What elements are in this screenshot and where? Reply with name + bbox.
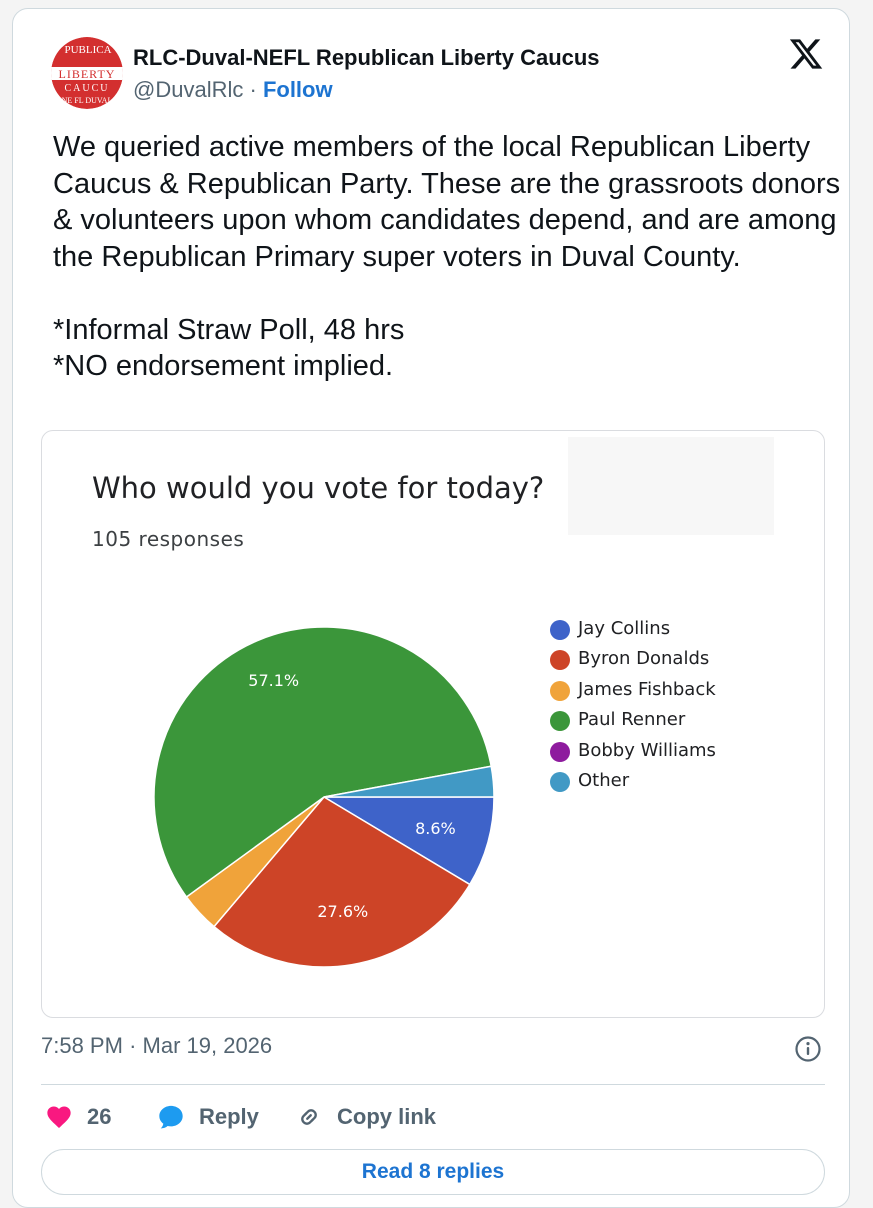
tweet-date: Mar 19, 2026	[143, 1033, 273, 1058]
legend-label: Paul Renner	[578, 709, 685, 730]
svg-text:CAUCU: CAUCU	[64, 83, 109, 94]
svg-text:NE FL DUVAL: NE FL DUVAL	[62, 96, 113, 105]
follow-button[interactable]: Follow	[263, 77, 333, 102]
pie-chart: 8.6% 27.6% 57.1%	[42, 431, 825, 1018]
copy-link-button[interactable]: Copy link	[295, 1097, 436, 1137]
legend-label: Bobby Williams	[578, 740, 716, 761]
svg-text:PUBLICA: PUBLICA	[64, 44, 111, 56]
read-replies-button[interactable]: Read 8 replies	[41, 1149, 825, 1195]
slice-label-byron-donalds: 27.6%	[317, 902, 368, 921]
tweet-text: We queried active members of the local R…	[53, 129, 843, 385]
author-handle[interactable]: @DuvalRlc	[133, 77, 243, 102]
like-button[interactable]: 26	[45, 1097, 111, 1137]
info-icon[interactable]	[794, 1035, 822, 1063]
slice-label-jay-collins: 8.6%	[415, 819, 456, 838]
svg-text:LIBERTY: LIBERTY	[59, 67, 116, 81]
legend-swatch	[550, 772, 570, 792]
action-bar: 26 Reply Copy link	[43, 1097, 823, 1137]
poll-chart: Who would you vote for today? 105 respon…	[41, 430, 825, 1018]
like-count: 26	[87, 1104, 111, 1130]
legend-label: Other	[578, 770, 629, 791]
separator: ·	[129, 1033, 136, 1058]
x-logo-icon[interactable]	[788, 36, 824, 72]
avatar[interactable]: PUBLICA LIBERTY CAUCU NE FL DUVAL	[51, 37, 123, 109]
legend-label: Byron Donalds	[578, 648, 709, 669]
legend-swatch	[550, 681, 570, 701]
rlc-logo: PUBLICA LIBERTY CAUCU NE FL DUVAL	[51, 37, 123, 109]
speech-bubble-icon	[157, 1103, 185, 1131]
handle-row: @DuvalRlc · Follow	[133, 77, 333, 103]
slice-label-paul-renner: 57.1%	[248, 671, 299, 690]
link-icon	[295, 1103, 323, 1131]
tweet-card: PUBLICA LIBERTY CAUCU NE FL DUVAL RLC-Du…	[12, 8, 850, 1208]
separator: ·	[249, 77, 256, 102]
legend-swatch	[550, 620, 570, 640]
author-name[interactable]: RLC-Duval-NEFL Republican Liberty Caucus	[133, 45, 600, 71]
legend-swatch	[550, 742, 570, 762]
legend-label: Jay Collins	[578, 618, 670, 639]
tweet-time: 7:58 PM	[41, 1033, 123, 1058]
divider	[41, 1084, 825, 1085]
heart-icon	[45, 1103, 73, 1131]
legend-label: James Fishback	[578, 679, 716, 700]
copy-link-label: Copy link	[337, 1104, 436, 1130]
reply-label: Reply	[199, 1104, 259, 1130]
timestamp[interactable]: 7:58 PM · Mar 19, 2026	[41, 1033, 272, 1059]
reply-button[interactable]: Reply	[157, 1097, 259, 1137]
